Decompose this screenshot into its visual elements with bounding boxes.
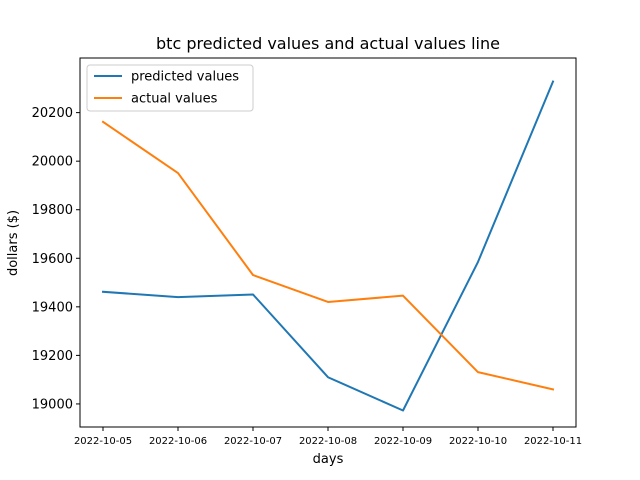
x-tick-label: 2022-10-07 bbox=[224, 436, 282, 447]
x-axis-label: days bbox=[313, 452, 344, 467]
series-lines bbox=[101, 80, 555, 412]
y-tick-label: 19200 bbox=[32, 349, 73, 364]
y-tick-label: 19000 bbox=[32, 397, 73, 412]
x-tick-label: 2022-10-08 bbox=[299, 436, 357, 447]
y-axis-label: dollars ($) bbox=[6, 210, 21, 276]
x-tick-label: 2022-10-05 bbox=[74, 436, 132, 447]
x-tick-label: 2022-10-09 bbox=[374, 436, 432, 447]
legend-label-predicted: predicted values bbox=[131, 70, 239, 85]
y-tick-label: 19400 bbox=[32, 300, 73, 315]
legend-label-actual: actual values bbox=[131, 92, 218, 107]
plot-frame bbox=[79, 57, 577, 428]
x-tick-label: 2022-10-10 bbox=[449, 436, 507, 447]
y-tick-label: 19800 bbox=[32, 203, 73, 218]
y-tick-label: 19600 bbox=[32, 252, 73, 267]
y-axis: 19000 19200 19400 19600 19800 20000 20200 bbox=[32, 106, 80, 412]
x-axis: 2022-10-05 2022-10-06 2022-10-07 2022-10-08… bbox=[74, 427, 582, 447]
y-tick-label: 20000 bbox=[32, 155, 73, 170]
legend-box bbox=[86, 64, 254, 112]
plot-area bbox=[80, 58, 576, 427]
legend: predicted values actual values bbox=[86, 64, 254, 112]
x-tick-label: 2022-10-11 bbox=[524, 436, 582, 447]
y-tick-label: 20200 bbox=[32, 106, 73, 121]
chart-title: btc predicted values and actual values l… bbox=[156, 34, 500, 53]
x-tick-label: 2022-10-06 bbox=[149, 436, 207, 447]
